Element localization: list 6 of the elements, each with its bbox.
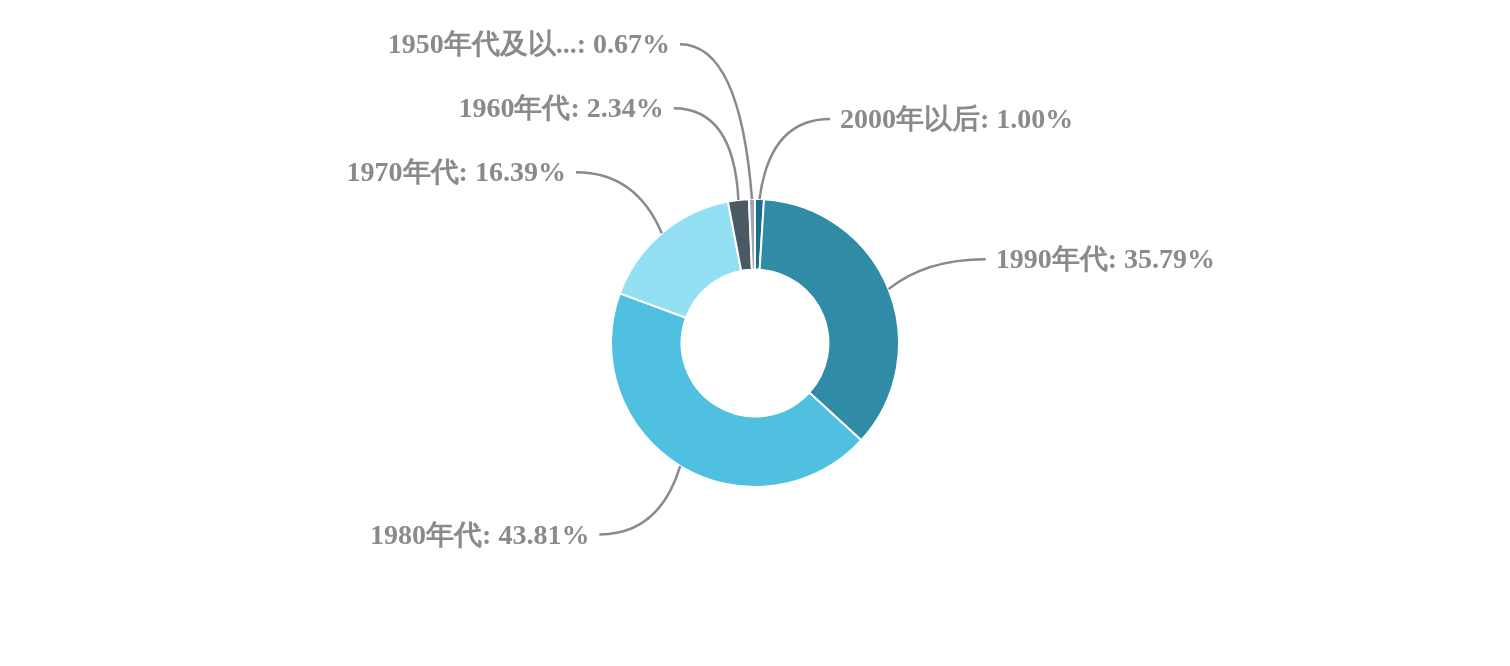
slice-label: 1990年代: 35.79% [995, 243, 1215, 275]
slice-label: 1980年代: 43.81% [370, 518, 590, 550]
slice-label: 1970年代: 16.39% [346, 156, 566, 188]
slice-label: 1950年代及以...: 0.67% [387, 28, 670, 60]
slice-label: 2000年以后: 1.00% [840, 103, 1074, 135]
slice-label: 1960年代: 2.34% [458, 92, 664, 124]
